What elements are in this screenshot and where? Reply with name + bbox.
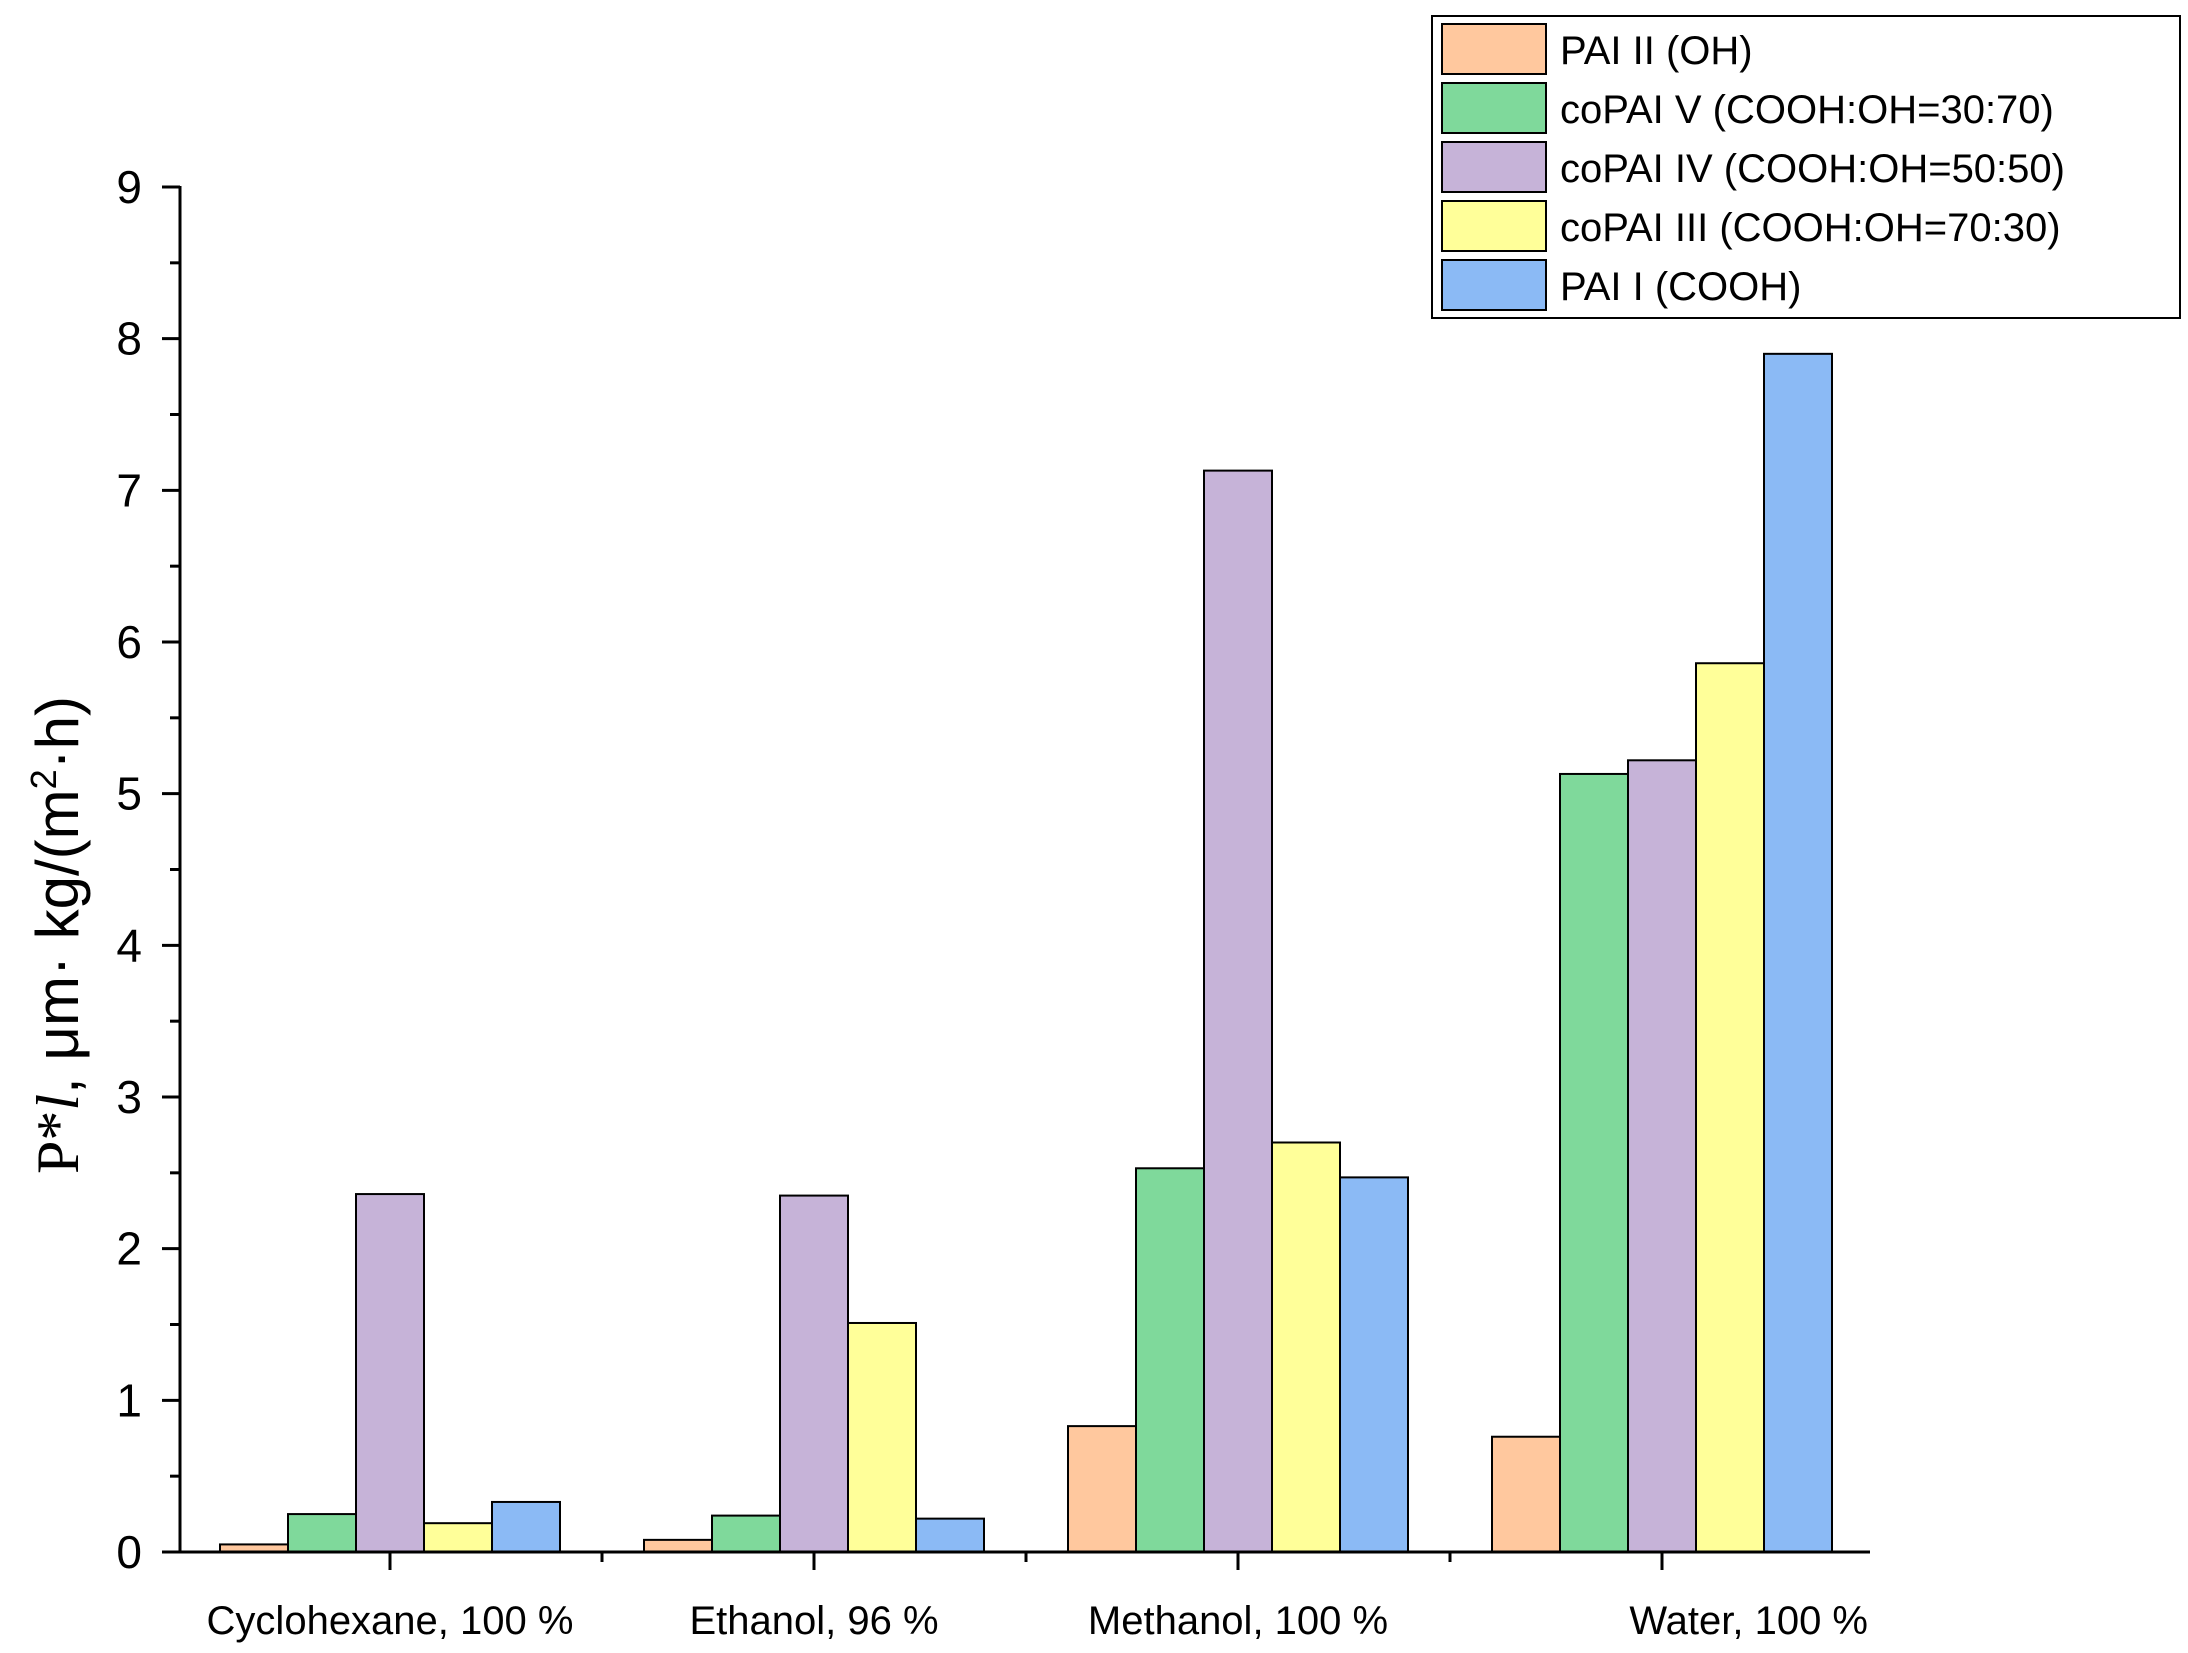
- bar-ethanol-96-copai-iii-cooh-oh-70-30: [847, 1321, 917, 1553]
- y-tick-label: 0: [116, 1526, 142, 1578]
- bars-group: [219, 352, 1833, 1554]
- legend-label: PAI II (OH): [1560, 29, 1753, 73]
- bar-cyclohexane-100-copai-v-cooh-oh-30-70: [287, 1513, 357, 1554]
- legend-swatch-copai-iii-cooh-oh-70-30: [1441, 200, 1547, 252]
- y-tick-label: 1: [116, 1374, 142, 1426]
- x-category-label: Water, 100 %: [1629, 1599, 1868, 1643]
- y-tick-label: 8: [116, 313, 142, 365]
- y-tick-label: 4: [116, 919, 142, 971]
- bar-water-100-pai-ii-oh: [1491, 1435, 1561, 1553]
- legend-label: coPAI V (COOH:OH=30:70): [1560, 88, 2054, 132]
- bar-ethanol-96-pai-i-cooh: [915, 1517, 985, 1553]
- bar-methanol-100-copai-iii-cooh-oh-70-30: [1271, 1141, 1341, 1553]
- x-category-label: Methanol, 100 %: [1088, 1599, 1388, 1643]
- y-tick-labels: 0 1 2 3 4 5 6 7 8 9: [116, 161, 142, 1578]
- bar-water-100-copai-iv-cooh-oh-50-50: [1627, 759, 1697, 1553]
- bar-ethanol-96-copai-iv-cooh-oh-50-50: [779, 1194, 849, 1554]
- bar-ethanol-96-copai-v-cooh-oh-30-70: [711, 1514, 781, 1553]
- bar-cyclohexane-100-copai-iii-cooh-oh-70-30: [423, 1522, 493, 1554]
- legend-label: PAI I (COOH): [1560, 265, 1801, 309]
- x-category-label: Ethanol, 96 %: [689, 1599, 938, 1643]
- bar-methanol-100-copai-v-cooh-oh-30-70: [1135, 1167, 1205, 1553]
- y-tick-label: 5: [116, 768, 142, 820]
- y-tick-label: 7: [116, 464, 142, 516]
- y-tick-label: 3: [116, 1071, 142, 1123]
- legend-swatch-copai-v-cooh-oh-30-70: [1441, 82, 1547, 134]
- axes-group: [162, 185, 1870, 1570]
- y-tick-label: 9: [116, 161, 142, 213]
- legend-swatch-pai-ii-oh: [1441, 23, 1547, 75]
- x-category-label: Cyclohexane, 100 %: [207, 1599, 574, 1643]
- bar-methanol-100-pai-ii-oh: [1067, 1425, 1137, 1554]
- bar-cyclohexane-100-pai-i-cooh: [491, 1500, 561, 1553]
- y-tick-label: 2: [116, 1223, 142, 1275]
- legend-frame: [1431, 15, 2181, 319]
- bar-ethanol-96-pai-ii-oh: [643, 1538, 713, 1554]
- bar-water-100-pai-i-cooh: [1763, 352, 1833, 1553]
- bar-cyclohexane-100-copai-iv-cooh-oh-50-50: [355, 1193, 425, 1553]
- category-labels: Cyclohexane, 100 % Ethanol, 96 % Methanol,…: [207, 1599, 1868, 1643]
- legend-swatch-pai-i-cooh: [1441, 259, 1547, 311]
- y-axis-label: P*l, μm· kg/(m2·h): [23, 696, 91, 1174]
- y-tick-label: 6: [116, 616, 142, 668]
- legend-label: coPAI III (COOH:OH=70:30): [1560, 206, 2061, 250]
- bar-water-100-copai-v-cooh-oh-30-70: [1559, 772, 1629, 1553]
- legend: PAI II (OH) coPAI V (COOH:OH=30:70) coPAI …: [1431, 15, 2181, 319]
- legend-swatch-copai-iv-cooh-oh-50-50: [1441, 141, 1547, 193]
- bar-water-100-copai-iii-cooh-oh-70-30: [1695, 662, 1765, 1553]
- legend-label: coPAI IV (COOH:OH=50:50): [1560, 147, 2065, 191]
- bar-methanol-100-copai-iv-cooh-oh-50-50: [1203, 469, 1273, 1553]
- bar-methanol-100-pai-i-cooh: [1339, 1176, 1409, 1553]
